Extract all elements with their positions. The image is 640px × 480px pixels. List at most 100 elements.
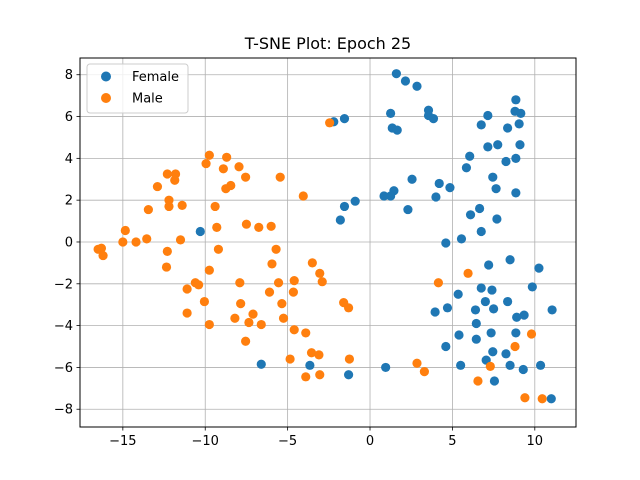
- x-tick-label: 5: [448, 434, 456, 449]
- point-male: [118, 237, 128, 247]
- point-female: [434, 178, 444, 189]
- point-female: [339, 114, 350, 124]
- point-female: [195, 226, 205, 237]
- point-female: [488, 172, 498, 182]
- point-female: [412, 81, 422, 91]
- point-male: [182, 284, 192, 294]
- point-female: [465, 151, 475, 161]
- point-female: [483, 110, 493, 121]
- point-male: [248, 309, 258, 319]
- grid: [80, 58, 576, 427]
- x-tick-label: 10: [527, 434, 544, 449]
- y-tick-label: −8: [54, 403, 73, 418]
- y-tick-label: 4: [65, 152, 73, 167]
- point-female: [470, 305, 481, 315]
- point-male: [204, 265, 214, 275]
- point-male: [120, 225, 130, 236]
- point-male: [277, 299, 287, 309]
- point-female: [476, 120, 486, 130]
- point-female: [511, 328, 521, 338]
- point-female: [527, 282, 537, 292]
- point-female: [511, 188, 521, 198]
- point-female: [503, 123, 513, 133]
- point-female: [453, 289, 463, 299]
- point-female: [492, 214, 502, 224]
- y-tick-label: 0: [65, 235, 73, 250]
- point-male: [510, 341, 520, 352]
- point-male: [162, 246, 172, 256]
- point-female: [400, 76, 411, 86]
- point-female: [386, 191, 396, 201]
- point-female: [476, 226, 486, 237]
- point-male: [314, 350, 324, 360]
- point-female: [534, 263, 544, 273]
- point-male: [256, 319, 266, 330]
- point-male: [520, 393, 530, 403]
- point-male: [96, 243, 107, 253]
- point-female: [518, 364, 528, 375]
- point-male: [344, 354, 355, 364]
- point-male: [177, 200, 187, 210]
- point-male: [278, 313, 289, 323]
- point-male: [288, 287, 298, 297]
- point-female: [335, 215, 345, 225]
- point-female: [381, 362, 391, 373]
- point-female: [475, 203, 485, 214]
- point-female: [392, 125, 402, 135]
- point-female: [511, 95, 521, 105]
- point-male: [273, 278, 284, 288]
- point-female: [493, 140, 503, 150]
- point-male: [182, 308, 192, 318]
- point-male: [271, 244, 281, 254]
- point-female: [391, 69, 401, 79]
- x-tick-label: −10: [192, 434, 219, 449]
- point-male: [98, 250, 108, 261]
- legend-marker-male: [101, 93, 111, 103]
- point-male: [164, 201, 174, 212]
- point-male: [241, 336, 251, 346]
- point-female: [456, 234, 467, 244]
- point-male: [204, 319, 214, 330]
- y-tick-label: 6: [65, 110, 73, 125]
- point-female: [487, 285, 497, 295]
- point-female: [505, 255, 515, 265]
- point-female: [445, 183, 455, 193]
- point-male: [325, 118, 335, 128]
- point-male: [241, 219, 252, 229]
- point-female: [461, 163, 472, 173]
- chart-title: T-SNE Plot: Epoch 25: [244, 34, 411, 53]
- point-male: [433, 278, 444, 288]
- scatter-points: [93, 69, 557, 404]
- point-male: [307, 258, 317, 268]
- point-male: [161, 262, 172, 272]
- point-female: [501, 349, 511, 359]
- y-tick-label: −4: [54, 319, 73, 334]
- point-male: [175, 235, 186, 245]
- point-male: [463, 268, 473, 278]
- point-male: [230, 313, 240, 323]
- point-female: [441, 238, 451, 248]
- point-female: [379, 191, 389, 201]
- point-male: [143, 204, 153, 215]
- point-female: [350, 196, 360, 206]
- point-female: [488, 347, 498, 357]
- point-male: [537, 394, 547, 404]
- point-male: [199, 296, 210, 307]
- point-male: [315, 370, 325, 380]
- point-male: [131, 237, 141, 247]
- axis-ticks: −15 −10 −5 0 5 10 −8 −6 −4 −2 0 2 4 6 8: [54, 68, 543, 449]
- point-female: [386, 108, 396, 119]
- plot-frame: [79, 57, 577, 428]
- point-male: [315, 268, 325, 278]
- point-male: [254, 222, 264, 232]
- point-female: [343, 370, 354, 380]
- point-female: [514, 119, 524, 129]
- x-tick-label: 0: [366, 434, 374, 449]
- point-male: [235, 278, 245, 288]
- y-tick-label: 2: [65, 194, 73, 209]
- point-female: [407, 174, 417, 184]
- point-male: [526, 329, 537, 339]
- point-male: [343, 303, 354, 313]
- point-female: [483, 142, 493, 152]
